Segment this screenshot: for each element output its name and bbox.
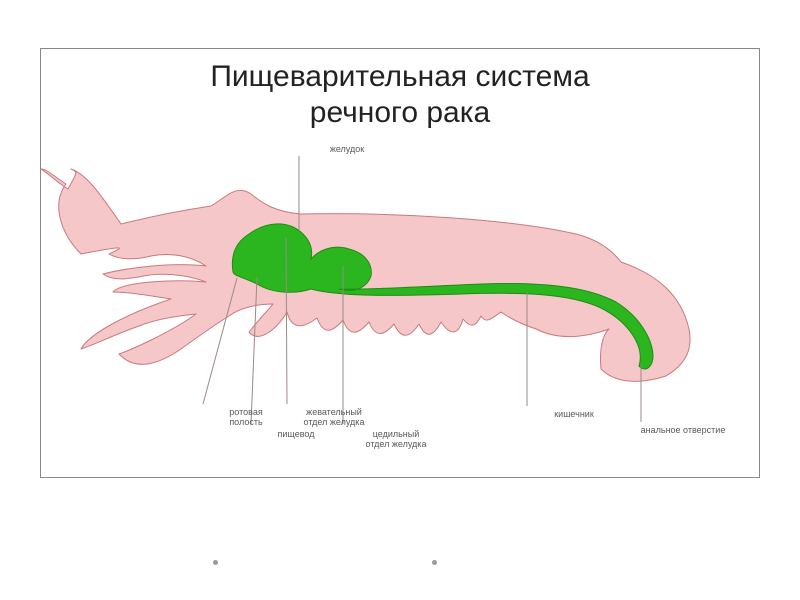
diagram-svg — [41, 144, 761, 464]
page-dot — [432, 560, 437, 565]
label-stomach-top: желудок — [317, 144, 377, 154]
content-card: Пищеварительная система речного рака жел… — [40, 48, 760, 478]
crayfish-diagram — [41, 144, 761, 464]
slide: Пищеварительная система речного рака жел… — [0, 0, 800, 600]
slide-title: Пищеварительная система речного рака — [41, 59, 759, 131]
label-chewing-stomach: жевательный отдел желудка — [294, 407, 374, 428]
label-mouth-cavity: ротовая полость — [216, 407, 276, 428]
label-filtering-stomach: цедильный отдел желудка — [356, 429, 436, 450]
label-esophagus: пищевод — [266, 429, 326, 439]
page-dot — [213, 560, 218, 565]
label-anus: анальное отверстие — [623, 425, 743, 435]
label-intestine: кишечник — [539, 409, 609, 419]
